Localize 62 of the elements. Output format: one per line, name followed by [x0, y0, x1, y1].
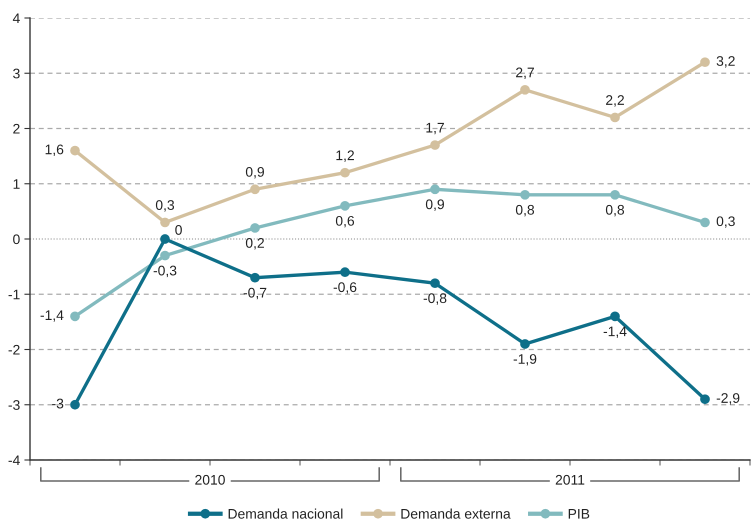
data-label: 0,8 — [606, 204, 624, 216]
data-label: 1,2 — [336, 150, 354, 162]
point — [700, 57, 710, 68]
data-label: 0,6 — [336, 216, 354, 228]
point — [520, 190, 530, 200]
text: 2011 — [556, 474, 584, 485]
data-label: -1,4 — [40, 310, 64, 322]
point — [70, 146, 80, 156]
data-label: 1,7 — [426, 122, 444, 134]
data-label: 2,2 — [606, 95, 624, 107]
y-tick-label: -4 — [8, 455, 20, 466]
y-tick-label: 3 — [13, 68, 20, 78]
point — [340, 267, 350, 278]
y-tick-label: 0 — [13, 234, 20, 244]
data-label: -1,4 — [604, 326, 627, 338]
point — [250, 223, 260, 233]
data-label: -0,3 — [154, 266, 176, 278]
point — [340, 200, 350, 211]
data-label: 0,8 — [516, 204, 534, 216]
point — [70, 311, 80, 322]
point — [430, 140, 440, 150]
point — [610, 190, 620, 200]
data-label: 0,2 — [246, 238, 264, 250]
point — [250, 184, 260, 194]
data-label: 1,6 — [46, 144, 64, 156]
y-tick-label: 1 — [14, 179, 20, 189]
data-label: -1,9 — [514, 354, 536, 366]
y-tick-label: -1 — [8, 290, 20, 300]
y-tick-label: -2 — [8, 344, 20, 355]
data-label: 0,9 — [246, 166, 264, 178]
point — [160, 218, 170, 228]
point — [700, 218, 710, 228]
y-tick-label: 4 — [12, 13, 20, 24]
data-label: -0,6 — [334, 282, 356, 294]
y-tick-label: 2 — [13, 124, 20, 134]
legend-label: PIB — [568, 509, 590, 519]
data-label: 0,3 — [156, 200, 174, 212]
data-label: 2,7 — [516, 68, 534, 79]
point — [160, 250, 170, 260]
data-label: -0,7 — [244, 288, 266, 300]
data-label: -0,8 — [424, 293, 446, 305]
point — [520, 84, 530, 95]
point — [430, 278, 440, 288]
point — [520, 339, 530, 349]
point — [700, 394, 710, 404]
point — [70, 400, 80, 410]
text: 2010 — [195, 474, 225, 485]
legend-label: Demanda externa — [401, 508, 511, 519]
point — [250, 272, 260, 283]
y-tick-label: -3 — [8, 400, 20, 410]
point — [610, 112, 620, 122]
data-label: 0 — [175, 225, 182, 235]
data-label: -3 — [52, 398, 64, 408]
data-label: 3,2 — [716, 56, 735, 68]
data-label: 0,9 — [426, 199, 444, 211]
point — [610, 311, 620, 322]
point — [340, 168, 350, 178]
point — [160, 234, 170, 244]
point — [430, 184, 440, 194]
data-label: -2,9 — [716, 393, 740, 405]
legend-label: Demanda nacional — [228, 508, 342, 519]
data-label: 0,3 — [716, 216, 735, 228]
